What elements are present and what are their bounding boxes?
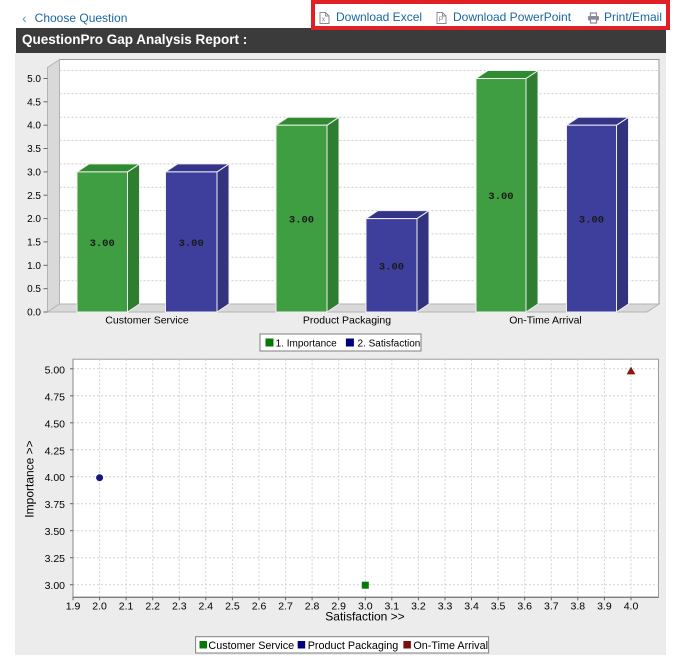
svg-text:Product Packaging: Product Packaging: [303, 315, 391, 327]
svg-text:Product Packaging: Product Packaging: [308, 640, 399, 652]
svg-text:3.00: 3.00: [179, 238, 204, 250]
svg-text:2.1: 2.1: [119, 601, 134, 613]
svg-text:On-Time Arrival: On-Time Arrival: [509, 315, 582, 327]
svg-text:4.75: 4.75: [45, 391, 66, 403]
svg-text:1. Importance: 1. Importance: [276, 339, 338, 350]
svg-text:3.25: 3.25: [45, 553, 66, 565]
svg-text:Importance >>: Importance >>: [23, 440, 37, 517]
svg-text:3.2: 3.2: [411, 601, 426, 613]
svg-text:4.0: 4.0: [27, 121, 41, 132]
svg-text:3.8: 3.8: [570, 601, 585, 613]
svg-text:2.2: 2.2: [145, 601, 160, 613]
svg-text:5.0: 5.0: [27, 74, 41, 85]
svg-text:4.50: 4.50: [45, 418, 66, 430]
svg-text:3.50: 3.50: [45, 526, 66, 538]
svg-text:On-Time Arrival: On-Time Arrival: [413, 640, 488, 652]
svg-text:3.0: 3.0: [27, 167, 41, 178]
svg-text:Satisfaction >>: Satisfaction >>: [325, 610, 404, 624]
svg-text:2.0: 2.0: [92, 601, 107, 613]
svg-text:3.3: 3.3: [438, 601, 453, 613]
svg-text:2. Satisfaction: 2. Satisfaction: [358, 339, 421, 350]
svg-text:3.6: 3.6: [517, 601, 532, 613]
svg-text:1.5: 1.5: [27, 237, 41, 248]
svg-text:3.00: 3.00: [488, 191, 513, 203]
svg-text:4.0: 4.0: [624, 601, 639, 613]
svg-text:5.00: 5.00: [45, 364, 66, 376]
svg-text:0.0: 0.0: [27, 308, 41, 319]
svg-text:2.4: 2.4: [198, 601, 213, 613]
svg-text:1.0: 1.0: [27, 261, 41, 272]
svg-text:2.6: 2.6: [252, 601, 267, 613]
svg-text:Customer Service: Customer Service: [208, 640, 294, 652]
svg-text:2.8: 2.8: [305, 601, 320, 613]
svg-text:3.5: 3.5: [27, 144, 41, 155]
svg-text:4.00: 4.00: [45, 472, 66, 484]
svg-text:x: x: [322, 17, 326, 24]
svg-text:3.00: 3.00: [289, 215, 314, 227]
svg-text:3.7: 3.7: [544, 601, 559, 613]
svg-text:2.3: 2.3: [172, 601, 187, 613]
svg-text:3.00: 3.00: [45, 580, 66, 592]
svg-text:Customer Service: Customer Service: [105, 315, 189, 327]
svg-text:3.9: 3.9: [597, 601, 612, 613]
svg-text:P: P: [439, 17, 444, 24]
svg-text:4.5: 4.5: [27, 97, 41, 108]
svg-text:3.00: 3.00: [90, 238, 115, 250]
svg-text:3.4: 3.4: [464, 601, 479, 613]
svg-text:4.25: 4.25: [45, 445, 66, 457]
svg-text:3.75: 3.75: [45, 499, 66, 511]
svg-text:2.5: 2.5: [27, 191, 41, 202]
svg-text:2.0: 2.0: [27, 214, 41, 225]
svg-text:0.5: 0.5: [27, 284, 41, 295]
svg-text:3.5: 3.5: [491, 601, 506, 613]
svg-text:3.00: 3.00: [379, 261, 404, 273]
svg-text:2.7: 2.7: [278, 601, 293, 613]
svg-text:3.00: 3.00: [579, 215, 604, 227]
svg-text:1.9: 1.9: [66, 601, 81, 613]
svg-text:2.5: 2.5: [225, 601, 240, 613]
svg-text:3.0: 3.0: [358, 601, 373, 613]
svg-text:2.9: 2.9: [331, 601, 346, 613]
svg-text:3.1: 3.1: [384, 601, 399, 613]
